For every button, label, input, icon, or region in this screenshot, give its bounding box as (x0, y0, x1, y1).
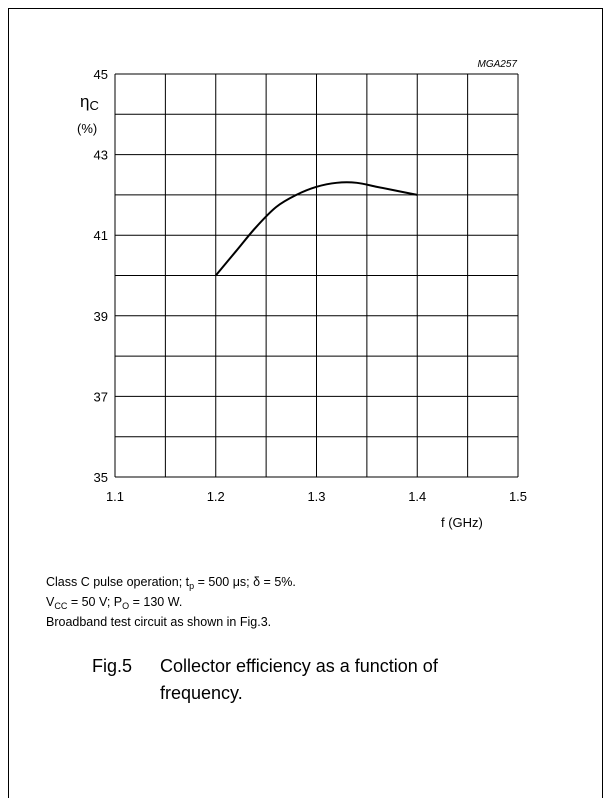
figure-caption: Fig.5 Collector efficiency as a function… (92, 653, 450, 707)
efficiency-curve (214, 181, 418, 277)
x-tick-label: 1.4 (408, 489, 426, 504)
x-tick-label: 1.3 (307, 489, 325, 504)
efficiency-chart: 1.1 1.2 1.3 1.4 1.5 35 37 39 41 43 45 MGA257 ηC (%… (77, 59, 528, 530)
y-tick-label: 43 (94, 148, 108, 163)
y-tick-label: 35 (94, 470, 108, 485)
note-pulse-operation: Class C pulse operation; tp = 500 μs; δ … (46, 575, 296, 591)
x-axis-label: f (GHz) (441, 515, 483, 530)
x-tick-label: 1.1 (106, 489, 124, 504)
y-axis-unit: (%) (77, 121, 97, 136)
note-supply-power: VCC = 50 V; PO = 130 W. (46, 595, 183, 611)
chart-series (214, 181, 418, 277)
axis-labels: 1.1 1.2 1.3 1.4 1.5 35 37 39 41 43 45 (94, 67, 528, 504)
note-test-circuit: Broadband test circuit as shown in Fig.3… (46, 615, 272, 629)
chart-grid (114, 73, 519, 478)
test-conditions: Class C pulse operation; tp = 500 μs; δ … (46, 572, 296, 632)
figure-number: Fig.5 (92, 656, 133, 676)
chart-code-label: MGA257 (478, 59, 518, 70)
y-axis-symbol: ηC (80, 92, 99, 113)
figure-title: Collector efficiency as a function of fr… (160, 656, 438, 703)
y-tick-label: 39 (94, 309, 108, 324)
x-tick-label: 1.2 (207, 489, 225, 504)
y-tick-label: 41 (94, 228, 108, 243)
x-tick-label: 1.5 (509, 489, 527, 504)
y-tick-label: 37 (94, 389, 108, 404)
figure-frame (8, 8, 603, 798)
y-tick-label: 45 (94, 67, 108, 82)
